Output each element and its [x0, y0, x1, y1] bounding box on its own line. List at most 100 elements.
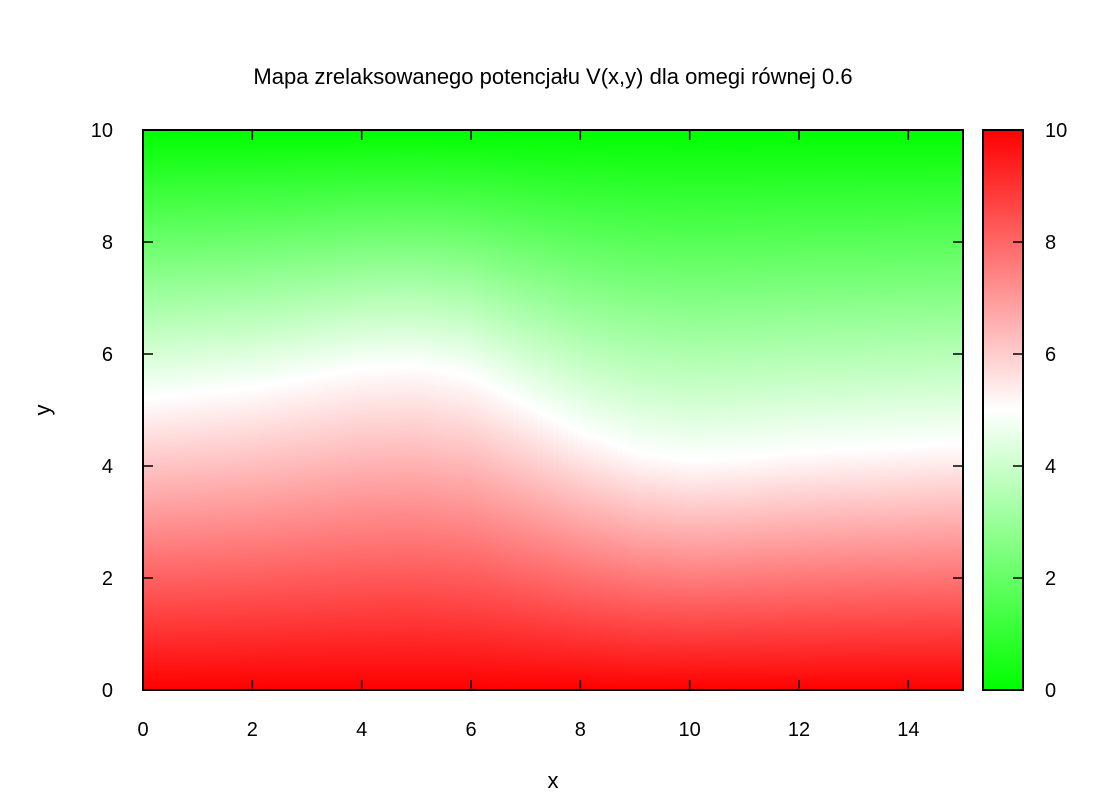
x-axis: 0 2 4 6 8 10 12 14: [137, 130, 919, 741]
heatmap-strip: [928, 130, 934, 690]
heatmap-strip: [833, 130, 839, 690]
plot-frame: [142, 129, 964, 691]
heatmap-strip: [888, 130, 894, 690]
heatmap-strip: [838, 130, 844, 690]
heatmap-strip: [213, 130, 219, 690]
heatmap-strip: [383, 130, 389, 690]
heatmap-strip: [423, 130, 429, 690]
chart-title: Mapa zrelaksowanego potencjału V(x,y) dl…: [253, 64, 852, 89]
heatmap-strip: [273, 130, 279, 690]
heatmap-strip: [508, 130, 514, 690]
heatmap-strip: [458, 130, 464, 690]
colorbar-axis: 0 2 4 6 8 10: [1013, 120, 1067, 702]
x-tick-label: 12: [788, 719, 810, 741]
heatmap-strip: [293, 130, 299, 690]
heatmap-strip: [858, 130, 864, 690]
heatmap-strip: [598, 130, 604, 690]
heatmap-strip: [733, 130, 739, 690]
colorbar-tick-label: 0: [1045, 680, 1056, 702]
heatmap-strip: [473, 130, 479, 690]
heatmap-strip: [323, 130, 329, 690]
heatmap-strip: [358, 130, 364, 690]
colorbar-tick-label: 8: [1045, 232, 1056, 254]
heatmap-strip: [153, 130, 159, 690]
heatmap-strip: [663, 130, 669, 690]
colorbar-tick-label: 2: [1045, 568, 1056, 590]
heatmap-strip: [283, 130, 289, 690]
heatmap-strip: [228, 130, 234, 690]
heatmap-strip: [353, 130, 359, 690]
heatmap-strip: [253, 130, 259, 690]
heatmap-strip: [713, 130, 719, 690]
heatmap-strip: [798, 130, 804, 690]
heatmap-strip: [498, 130, 504, 690]
heatmap-strip: [693, 130, 699, 690]
heatmap-strip: [853, 130, 859, 690]
heatmap-strip: [518, 130, 524, 690]
heatmap-strip: [783, 130, 789, 690]
heatmap-strip: [148, 130, 154, 690]
heatmap-strip: [248, 130, 254, 690]
x-tick-label: 0: [137, 719, 148, 741]
heatmap-strip: [528, 130, 534, 690]
colorbar-tick-label: 4: [1045, 456, 1056, 478]
heatmap-strip: [398, 130, 404, 690]
y-axis-label: y: [30, 405, 55, 416]
x-tick-label: 2: [247, 719, 258, 741]
heatmap-strip: [828, 130, 834, 690]
heatmap-strip: [908, 130, 914, 690]
heatmap-strip: [403, 130, 409, 690]
heatmap-strip: [878, 130, 884, 690]
heatmap-strip: [558, 130, 564, 690]
heatmap-strip: [333, 130, 339, 690]
heatmap-strip: [743, 130, 749, 690]
heatmap-strip: [918, 130, 924, 690]
heatmap-strip: [483, 130, 489, 690]
heatmap-strip: [653, 130, 659, 690]
y-tick-label: 10: [91, 120, 113, 142]
heatmap-strip: [348, 130, 354, 690]
heatmap-strip: [448, 130, 454, 690]
heatmap-strip: [303, 130, 309, 690]
heatmap-strip: [393, 130, 399, 690]
heatmap-strip: [708, 130, 714, 690]
y-tick-label: 0: [102, 680, 113, 702]
heatmap-strip: [948, 130, 954, 690]
heatmap-strip: [428, 130, 434, 690]
heatmap-strip: [723, 130, 729, 690]
heatmap-strip: [868, 130, 874, 690]
heatmap-strip: [748, 130, 754, 690]
heatmap-strip: [953, 130, 959, 690]
heatmap-strip: [543, 130, 549, 690]
heatmap-surface: [143, 130, 963, 690]
heatmap-strip: [788, 130, 794, 690]
heatmap-strip: [173, 130, 179, 690]
x-tick-label: 4: [356, 719, 367, 741]
heatmap-strip: [328, 130, 334, 690]
heatmap-strip: [488, 130, 494, 690]
heatmap-strip: [658, 130, 664, 690]
heatmap-strip: [698, 130, 704, 690]
heatmap-strip: [468, 130, 474, 690]
y-tick-label: 8: [102, 232, 113, 254]
heatmap-strip: [308, 130, 314, 690]
heatmap-strip: [943, 130, 949, 690]
heatmap-strip: [343, 130, 349, 690]
heatmap-strip: [848, 130, 854, 690]
heatmap-strip: [313, 130, 319, 690]
heatmap-strip: [158, 130, 164, 690]
heatmap-strip: [463, 130, 469, 690]
heatmap-strip: [618, 130, 624, 690]
heatmap-strip: [198, 130, 204, 690]
heatmap-strip: [763, 130, 769, 690]
heatmap-strip: [883, 130, 889, 690]
heatmap-strip: [808, 130, 814, 690]
heatmap-strip: [183, 130, 189, 690]
heatmap-strip: [453, 130, 459, 690]
heatmap-strip: [233, 130, 239, 690]
x-axis-label: x: [548, 768, 559, 793]
heatmap-strip: [738, 130, 744, 690]
heatmap-strip: [933, 130, 939, 690]
heatmap-strip: [753, 130, 759, 690]
